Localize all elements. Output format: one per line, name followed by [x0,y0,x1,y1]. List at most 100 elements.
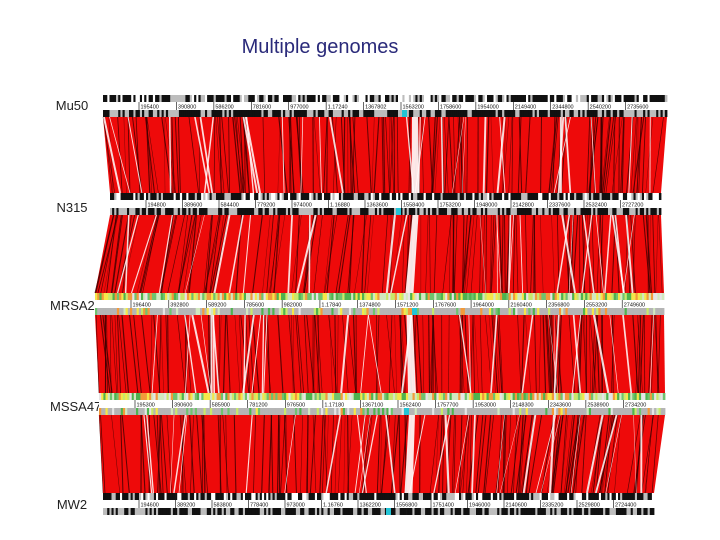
gene-block [442,193,446,200]
match-line [123,116,127,194]
gene-block [497,308,501,315]
gene-block [345,208,348,215]
gene-block [131,208,134,215]
gene-block [377,408,381,415]
gene-block [649,110,653,117]
gene-block [222,95,225,102]
gene-block [594,293,597,300]
gene-block [254,110,258,117]
gene-block [391,110,395,117]
gene-block [283,208,287,215]
match-line [233,414,237,494]
gene-block [323,493,326,500]
gene-block [276,110,280,117]
gene-block [168,95,171,102]
gene-block [189,493,193,500]
gene-block [351,293,354,300]
gene-block [101,308,105,315]
gene-block [113,493,117,500]
gene-block [399,293,402,300]
tick-label: 1953000 [475,403,496,409]
gene-block [236,508,239,515]
gene-block [270,293,273,300]
gene-block [421,308,424,315]
tick-label: 392800 [170,303,188,309]
gene-block [105,95,108,102]
gene-block [351,408,355,415]
match-line [528,414,543,494]
gene-block [271,408,274,415]
gene-block [658,110,661,117]
gene-block [468,193,471,200]
gene-block [196,493,199,500]
match-line [329,314,333,394]
gene-block [508,408,511,415]
gene-block [361,95,364,102]
match-line [234,314,241,394]
gene-block [250,308,253,315]
gene-block [327,493,331,500]
gene-block [135,110,139,117]
gene-block [342,508,345,515]
match-line [581,414,587,494]
gene-block [418,308,422,315]
gene-block [367,508,371,515]
gap-streak [200,314,212,394]
gene-block [620,193,624,200]
gene-block [252,95,256,102]
gene-block [293,95,297,102]
gene-block [274,110,277,117]
match-line [99,314,111,394]
gap-streak [548,314,559,394]
gene-block [304,493,307,500]
gene-block [373,393,376,400]
match-line [611,116,623,194]
gene-block [295,493,299,500]
gene-block [346,508,350,515]
match-line [488,314,496,394]
gene-block [505,493,509,500]
gene-block [140,393,143,400]
gene-block [597,208,600,215]
gene-block [375,293,378,300]
gene-block [471,493,475,500]
gene-block [415,208,418,215]
gene-block [487,193,490,200]
gene-block [530,95,533,102]
gene-block [533,508,536,515]
gene-block [349,208,352,215]
gene-block [198,110,201,117]
gene-block [487,110,490,117]
gene-block [280,110,284,117]
gene-block [493,193,497,200]
gene-block [177,193,181,200]
gene-block [412,493,415,500]
gene-block [257,408,261,415]
match-line [560,414,567,494]
gene-block [493,408,496,415]
gene-block [171,193,174,200]
gene-block [321,208,325,215]
gene-block [606,95,609,102]
gene-block [514,208,518,215]
gene-block [281,393,285,400]
gene-block [230,193,234,200]
gene-block [506,208,509,215]
gene-block [578,208,581,215]
gene-block [434,293,437,300]
gene-block [248,308,251,315]
gene-block [182,293,186,300]
gene-block [482,110,486,117]
gap-streak [590,116,596,194]
gene-block [177,508,180,515]
gene-block [512,393,516,400]
gene-block [126,110,130,117]
gene-block [256,193,259,200]
gene-block [457,193,461,200]
gene-block [586,95,590,102]
gene-block [402,95,405,102]
tick-label: 389600 [184,203,202,209]
gene-block [132,508,136,515]
gene-block [543,493,547,500]
gene-block [320,308,323,315]
